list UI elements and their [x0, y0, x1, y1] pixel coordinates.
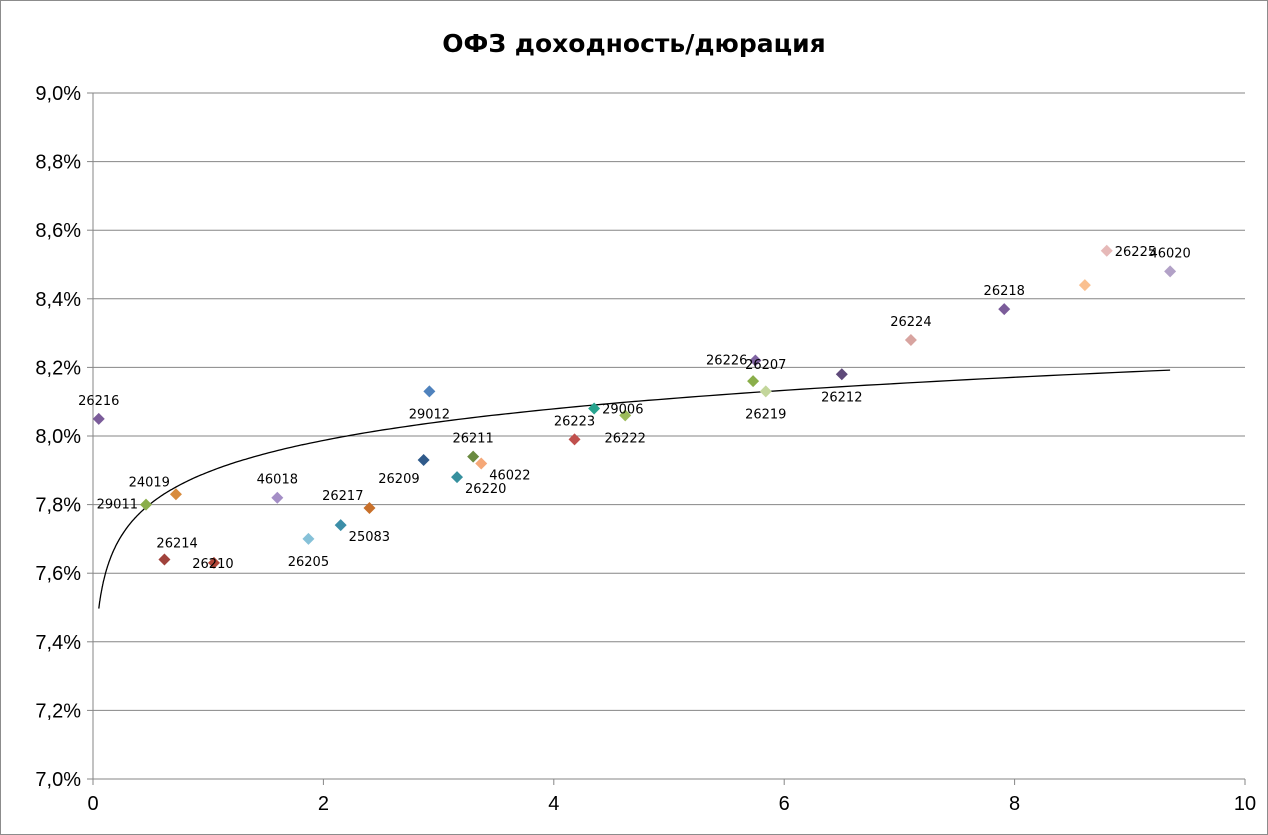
data-point-label: 24019	[129, 475, 170, 490]
point-labels: 26216 29011 24019 26214 26210 46018 26205 25083…	[78, 245, 1191, 572]
data-point-label: 26226	[706, 354, 747, 369]
y-tick-label: 8,2%	[35, 357, 81, 379]
data-point-label: 26207	[745, 358, 786, 373]
data-point-label: 26211	[452, 432, 493, 447]
x-tick-label: 0	[87, 793, 98, 815]
y-tick-label: 7,4%	[35, 632, 81, 654]
data-points	[92, 244, 1177, 569]
data-point-label: 26220	[465, 482, 506, 497]
data-point-marker	[1100, 244, 1113, 257]
x-tick-label: 6	[779, 793, 790, 815]
data-point-label: 26219	[745, 407, 786, 422]
data-point-label: 26210	[192, 557, 233, 572]
data-point-label: 46022	[489, 468, 530, 483]
data-point-label: 26217	[322, 489, 363, 504]
data-point-marker	[207, 556, 220, 569]
x-tick-label: 10	[1234, 793, 1256, 815]
data-point-marker	[169, 488, 182, 501]
data-point-label: 26225	[1115, 245, 1156, 260]
data-point-marker	[467, 450, 480, 463]
data-point-label: 26224	[890, 315, 931, 330]
y-tick-label: 7,6%	[35, 563, 81, 585]
data-point-marker	[451, 471, 464, 484]
data-point-marker	[1078, 279, 1091, 292]
y-tick-label: 9,0%	[35, 83, 81, 105]
x-tick-label: 8	[1009, 793, 1020, 815]
data-point-label: 26216	[78, 394, 119, 409]
data-point-label: 26222	[605, 431, 646, 446]
data-point-marker	[619, 409, 632, 422]
data-point-marker	[998, 303, 1011, 316]
data-point-label: 29006	[602, 403, 643, 418]
data-point-label: 46020	[1149, 246, 1190, 261]
data-point-marker	[475, 457, 488, 470]
trendline-group	[98, 369, 1171, 609]
data-point-label: 26214	[156, 536, 197, 551]
y-tick-label: 8,6%	[35, 220, 81, 242]
y-tick-label: 7,2%	[35, 700, 81, 722]
y-tick-label: 8,4%	[35, 289, 81, 311]
data-point-marker	[417, 454, 430, 467]
data-point-label: 25083	[349, 530, 390, 545]
grid-lines	[93, 92, 1245, 780]
data-point-marker	[759, 385, 772, 398]
data-point-marker	[835, 368, 848, 381]
data-point-marker	[749, 354, 762, 367]
data-point-marker	[588, 402, 601, 415]
data-point-marker	[139, 498, 152, 511]
y-tick-label: 7,8%	[35, 495, 81, 517]
data-point-marker	[1164, 265, 1177, 278]
data-point-marker	[747, 375, 760, 388]
data-point-marker	[904, 333, 917, 346]
x-tick-label: 2	[318, 793, 329, 815]
data-point-label: 26212	[821, 390, 862, 405]
data-point-label: 26205	[288, 555, 329, 570]
data-point-marker	[271, 491, 284, 504]
data-point-label: 26209	[378, 472, 419, 487]
data-point-label: 46018	[257, 473, 298, 488]
y-tick-label: 7,0%	[35, 769, 81, 791]
y-tick-label: 8,0%	[35, 426, 81, 448]
data-point-marker	[363, 502, 376, 515]
data-point-marker	[334, 519, 347, 532]
x-tick-label: 4	[548, 793, 559, 815]
data-point-marker	[568, 433, 581, 446]
data-point-marker	[423, 385, 436, 398]
data-point-marker	[302, 532, 315, 545]
data-point-marker	[92, 412, 105, 425]
trendline	[98, 369, 1171, 609]
axes: 7,0% 7,2% 7,4% 7,6% 7,8% 8,0% 8,2% 8,4% 8,6% 8,8%…	[35, 83, 1256, 815]
data-point-marker	[158, 553, 171, 566]
y-tick-label: 8,8%	[35, 152, 81, 174]
data-point-label: 26218	[984, 284, 1025, 299]
chart-title: ОФЗ доходность/дюрация	[442, 29, 826, 58]
data-point-label: 29011	[97, 498, 138, 513]
data-point-label: 29012	[409, 407, 450, 422]
data-point-label: 26223	[554, 414, 595, 429]
